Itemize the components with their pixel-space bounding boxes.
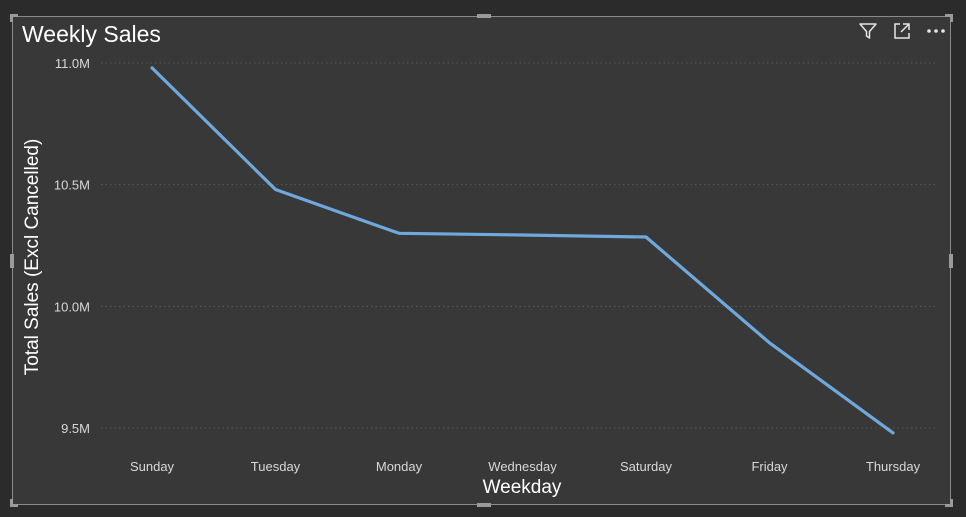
x-tick-label: Wednesday [488,459,557,474]
series-line[interactable] [150,66,895,435]
y-tick-label: 10.0M [54,299,90,314]
resize-handle-top-right[interactable] [945,14,953,22]
x-axis-title: Weekday [483,477,562,498]
resize-handle-bottom-right[interactable] [945,499,953,507]
y-axis-ticks: 11.0M 10.5M 10.0M 9.5M [54,56,90,436]
resize-handle-top-left[interactable] [10,14,18,22]
x-axis-ticks: Sunday Tuesday Monday Wednesday Saturday Frid… [130,459,921,474]
focus-mode-icon[interactable] [891,20,913,42]
x-tick-label: Friday [751,459,788,474]
line-chart-visual[interactable]: Weekly Sales 11.0M 10.5M 10.0M 9.5M Sunday T… [10,14,953,507]
chart-title: Weekly Sales [22,21,161,47]
gridlines [101,62,938,429]
x-tick-label: Thursday [866,459,921,474]
filter-icon[interactable] [857,20,879,42]
resize-handle-top[interactable] [477,14,491,18]
more-options-icon[interactable] [925,20,947,42]
chart-plot: 11.0M 10.5M 10.0M 9.5M Sunday Tuesday Monday W… [22,56,938,498]
resize-handle-left[interactable] [10,254,14,268]
y-axis-title: Total Sales (Excl Cancelled) [22,139,43,376]
resize-handle-right[interactable] [949,254,953,268]
x-tick-label: Monday [376,459,423,474]
x-tick-label: Sunday [130,459,175,474]
y-tick-label: 11.0M [55,56,90,71]
y-tick-label: 9.5M [61,421,90,436]
resize-handle-bottom-left[interactable] [10,499,18,507]
y-tick-label: 10.5M [54,178,90,193]
visual-header-icons [857,20,947,42]
x-tick-label: Saturday [620,459,673,474]
resize-handle-bottom[interactable] [477,503,491,507]
x-tick-label: Tuesday [251,459,301,474]
